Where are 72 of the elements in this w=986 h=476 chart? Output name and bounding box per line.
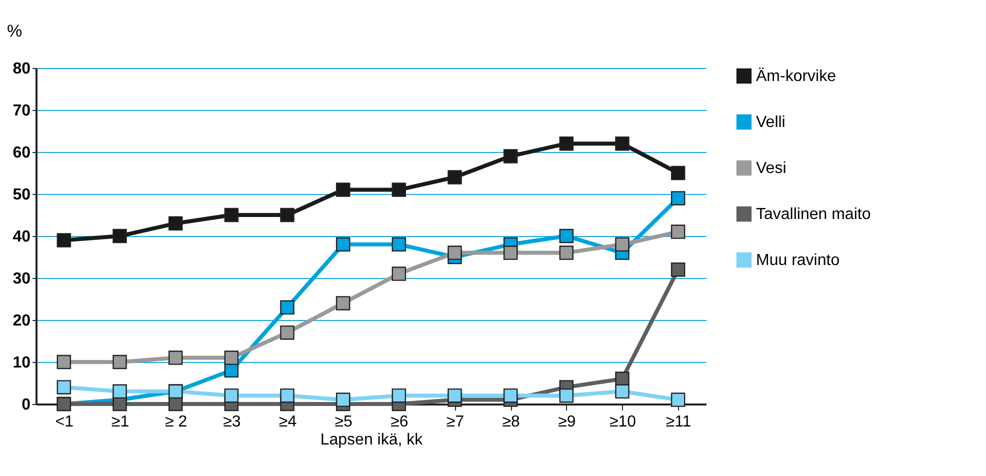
point	[448, 170, 462, 184]
point	[448, 388, 462, 403]
x-tick-label: ≥4	[278, 414, 297, 430]
point	[670, 166, 686, 180]
point	[112, 384, 127, 399]
point	[224, 208, 239, 222]
y-tick-label: 70	[12, 102, 31, 120]
point	[615, 372, 630, 386]
x-tick-label: <1	[55, 414, 74, 430]
point	[280, 325, 294, 340]
point	[336, 392, 350, 407]
y-tick-label: 80	[12, 60, 31, 78]
x-tick-label: ≥3	[223, 414, 241, 430]
point	[503, 388, 518, 403]
y-tick-label: 30	[12, 270, 31, 288]
y-tick-label: 50	[12, 186, 31, 204]
point	[112, 396, 127, 412]
point	[392, 388, 406, 403]
legend-label: Velli	[756, 114, 786, 131]
point	[670, 191, 686, 206]
point	[56, 233, 72, 248]
point	[670, 224, 686, 239]
y-tick-label: 60	[12, 144, 31, 162]
point	[112, 354, 127, 370]
point	[280, 388, 294, 403]
x-tick-label: ≥ 2	[165, 414, 188, 430]
y-axis-title: %	[6, 22, 22, 40]
point	[336, 296, 350, 310]
point	[336, 237, 350, 252]
point	[168, 396, 183, 412]
x-tick-label: ≥5	[334, 414, 353, 430]
point	[56, 354, 72, 370]
point	[559, 246, 574, 260]
point	[224, 388, 239, 403]
x-tick-label: ≥8	[502, 414, 520, 430]
point	[503, 246, 518, 260]
point	[559, 228, 574, 244]
x-axis-title: Lapsen ikä, kk	[320, 432, 424, 448]
x-tick-label: ≥9	[558, 414, 576, 430]
point	[559, 388, 574, 403]
point	[392, 266, 406, 281]
point	[392, 237, 406, 252]
point	[168, 350, 183, 365]
legend-label: Vesi	[756, 160, 786, 177]
point	[224, 350, 239, 365]
point	[56, 380, 72, 394]
x-tick-label: ≥7	[446, 414, 464, 430]
point	[615, 237, 630, 252]
y-tick-label: 10	[12, 354, 31, 372]
x-tick-label: ≥1	[111, 414, 130, 430]
point	[168, 216, 183, 231]
legend-label: Muu ravinto	[756, 252, 840, 269]
point	[670, 392, 686, 407]
point	[392, 182, 406, 197]
point	[448, 246, 462, 260]
point	[336, 182, 350, 197]
point	[280, 300, 294, 315]
y-tick-label: 20	[12, 312, 31, 330]
point	[615, 136, 630, 151]
y-tick-label: 40	[12, 228, 31, 246]
legend-label: Äm-korvike	[756, 67, 836, 85]
x-tick-label: ≥10	[609, 414, 636, 430]
legend-label: Tavallinen maito	[756, 206, 871, 223]
point	[112, 228, 127, 244]
point	[280, 208, 294, 222]
x-tick-label: ≥11	[666, 414, 692, 430]
point	[503, 149, 518, 164]
x-tick-label: ≥6	[390, 414, 408, 430]
point	[670, 262, 686, 277]
y-tick-label: 0	[22, 396, 31, 414]
point	[559, 136, 574, 151]
point	[615, 384, 630, 399]
